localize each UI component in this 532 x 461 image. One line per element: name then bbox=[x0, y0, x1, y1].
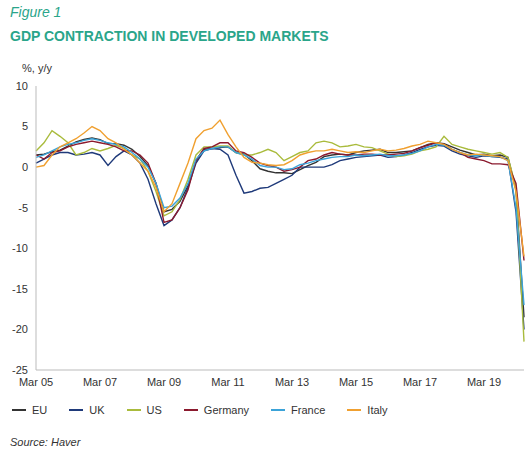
svg-text:-5: -5 bbox=[18, 202, 28, 214]
svg-text:Mar 15: Mar 15 bbox=[339, 376, 373, 388]
html-text:Figure 1: Figure 1 bbox=[10, 4, 62, 20]
svg-text:Mar 19: Mar 19 bbox=[467, 376, 501, 388]
svg-text:5: 5 bbox=[22, 120, 28, 132]
svg-text:-20: -20 bbox=[12, 323, 28, 335]
svg-text:Mar 07: Mar 07 bbox=[83, 376, 117, 388]
html-text:US: US bbox=[146, 404, 162, 416]
html-text:France: France bbox=[291, 404, 326, 416]
html-text:Germany: Germany bbox=[203, 404, 250, 416]
svg-text:Mar 05: Mar 05 bbox=[19, 376, 53, 388]
html-text:Italy: Italy bbox=[367, 404, 388, 416]
svg-text:0: 0 bbox=[22, 161, 28, 173]
svg-text:-15: -15 bbox=[12, 283, 28, 295]
svg-text:Mar 17: Mar 17 bbox=[403, 376, 437, 388]
svg-text:-10: -10 bbox=[12, 242, 28, 254]
svg-text:10: 10 bbox=[16, 80, 28, 92]
html-text:%, y/y: %, y/y bbox=[22, 62, 52, 74]
html-text:Source: Haver: Source: Haver bbox=[10, 436, 81, 448]
svg-text:Mar 13: Mar 13 bbox=[275, 376, 309, 388]
html-text:UK: UK bbox=[89, 404, 105, 416]
html-text:GDP CONTRACTION IN DEVELOPED M: GDP CONTRACTION IN DEVELOPED MARKETS bbox=[10, 28, 329, 44]
svg-text:Mar 09: Mar 09 bbox=[147, 376, 181, 388]
svg-text:Mar 11: Mar 11 bbox=[211, 376, 244, 388]
html-text:EU: EU bbox=[32, 404, 48, 416]
svg-text:-25: -25 bbox=[12, 364, 28, 376]
